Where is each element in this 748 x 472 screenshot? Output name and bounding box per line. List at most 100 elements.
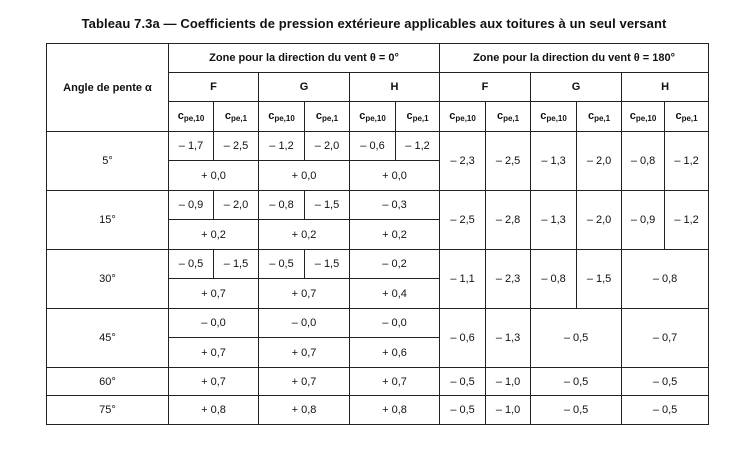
value-cell: – 2,0: [576, 131, 623, 191]
cpe1-header: cpe,1: [664, 101, 710, 132]
table-row: 75° + 0,8 + 0,8 + 0,8 – 0,5 – 1,0 – 0,5 …: [46, 395, 710, 425]
table-row: 15° – 0,9 – 2,0 – 0,8 – 1,5 – 0,3 – 2,5 …: [46, 190, 710, 250]
pressure-coefficients-table: Angle de pente α Zone pour la direction …: [46, 43, 710, 425]
value-cell: – 0,5: [530, 308, 623, 368]
cpe1-header: cpe,1: [304, 101, 350, 132]
value-cell: – 1,0: [485, 367, 532, 396]
table-row: 45° – 0,0 – 0,0 – 0,0 – 0,6 – 1,3 – 0,5 …: [46, 308, 710, 368]
cpe10-header: cpe,10: [530, 101, 578, 132]
value-cell: – 1,2: [394, 131, 441, 161]
value-cell: – 1,3: [530, 131, 578, 191]
value-cell: – 0,8: [530, 249, 578, 309]
cpe10-header: cpe,10: [439, 101, 487, 132]
value-cell: – 2,3: [439, 131, 487, 191]
cpe1-header: cpe,1: [394, 101, 441, 132]
cpe1-header: cpe,1: [576, 101, 623, 132]
value-cell: – 1,3: [530, 190, 578, 250]
cpe1-header: cpe,1: [485, 101, 532, 132]
group-header-0: Zone pour la direction du vent θ = 0°: [167, 43, 441, 73]
angle-cell: 60°: [46, 367, 169, 396]
value-cell: + 0,7: [168, 367, 259, 396]
value-cell: – 2,0: [213, 190, 259, 220]
value-cell: – 0,3: [348, 190, 441, 220]
zone-header: H: [621, 72, 710, 102]
angle-cell: 30°: [46, 249, 169, 309]
zone-header: H: [348, 72, 441, 102]
table-row: + 0,2 + 0,2 + 0,2: [47, 219, 709, 250]
value-cell: – 1,5: [304, 249, 350, 279]
cpe1-header: cpe,1: [213, 101, 259, 132]
zone-header: G: [530, 72, 623, 102]
angle-cell: 75°: [46, 395, 169, 425]
value-cell: – 1,5: [576, 249, 623, 309]
table-row: 60° + 0,7 + 0,7 + 0,7 – 0,5 – 1,0 – 0,5 …: [46, 367, 710, 396]
value-cell: + 0,7: [258, 367, 350, 396]
value-cell: – 0,9: [168, 190, 214, 220]
value-cell: – 0,7: [621, 308, 710, 368]
value-cell: – 0,5: [530, 367, 623, 396]
value-cell: – 0,5: [168, 249, 214, 279]
value-cell: – 1,7: [168, 131, 214, 161]
value-cell: – 0,5: [530, 395, 623, 425]
value-cell: + 0,7: [258, 278, 350, 309]
group-header-180: Zone pour la direction du vent θ = 180°: [439, 43, 710, 73]
value-cell: + 0,7: [348, 367, 441, 396]
value-cell: – 0,9: [621, 190, 666, 250]
value-cell: – 2,3: [485, 249, 532, 309]
zone-header: F: [168, 72, 259, 102]
value-cell: – 0,6: [439, 308, 487, 368]
value-cell: – 0,5: [621, 367, 710, 396]
value-cell: + 0,2: [258, 219, 350, 250]
value-cell: – 0,8: [621, 131, 666, 191]
value-cell: – 2,5: [213, 131, 259, 161]
value-cell: + 0,0: [258, 160, 350, 191]
table-row: + 0,7 + 0,7 + 0,6: [47, 337, 709, 368]
value-cell: – 2,8: [485, 190, 532, 250]
value-cell: – 0,5: [439, 395, 487, 425]
value-cell: – 0,8: [258, 190, 305, 220]
value-cell: – 0,0: [168, 308, 259, 338]
value-cell: + 0,8: [258, 395, 350, 425]
value-cell: – 1,0: [485, 395, 532, 425]
angle-cell: 45°: [46, 308, 169, 368]
angle-header: Angle de pente α: [46, 43, 169, 132]
value-cell: – 0,6: [349, 131, 396, 161]
value-cell: + 0,0: [168, 160, 259, 191]
value-cell: – 2,5: [439, 190, 487, 250]
value-cell: – 0,5: [258, 249, 305, 279]
table-row: 30° – 0,5 – 1,5 – 0,5 – 1,5 – 0,2 – 1,1 …: [46, 249, 710, 309]
cpe10-header: cpe,10: [349, 101, 396, 132]
value-cell: – 2,0: [304, 131, 350, 161]
value-cell: – 1,5: [213, 249, 259, 279]
value-cell: + 0,7: [168, 278, 259, 309]
value-cell: – 2,0: [576, 190, 623, 250]
angle-cell: 5°: [46, 131, 169, 191]
value-cell: – 0,5: [439, 367, 487, 396]
value-cell: + 0,0: [348, 160, 441, 191]
zone-header: F: [439, 72, 532, 102]
value-cell: + 0,4: [348, 278, 441, 309]
value-cell: – 0,8: [621, 249, 710, 309]
value-cell: + 0,8: [168, 395, 259, 425]
cpe10-header: cpe,10: [621, 101, 666, 132]
value-cell: – 1,5: [304, 190, 350, 220]
value-cell: + 0,6: [348, 337, 441, 368]
cpe10-header: cpe,10: [258, 101, 305, 132]
table-title: Tableau 7.3a — Coefficients de pression …: [81, 16, 667, 31]
value-cell: – 1,3: [485, 308, 532, 368]
value-cell: + 0,8: [348, 395, 441, 425]
table-row: 5° – 1,7 – 2,5 – 1,2 – 2,0 – 0,6 – 1,2 –…: [46, 131, 710, 191]
value-cell: + 0,7: [258, 337, 350, 368]
value-cell: – 0,0: [258, 308, 350, 338]
value-cell: + 0,2: [348, 219, 441, 250]
zone-header: G: [258, 72, 350, 102]
table-row: + 0,7 + 0,7 + 0,4: [47, 278, 709, 309]
value-cell: – 1,1: [439, 249, 487, 309]
angle-cell: 15°: [46, 190, 169, 250]
header-row-groups: Angle de pente α Zone pour la direction …: [46, 43, 710, 132]
value-cell: + 0,7: [168, 337, 259, 368]
header-row-zones: F G H F G H: [47, 72, 710, 102]
value-cell: – 0,0: [348, 308, 441, 338]
value-cell: – 1,2: [258, 131, 305, 161]
